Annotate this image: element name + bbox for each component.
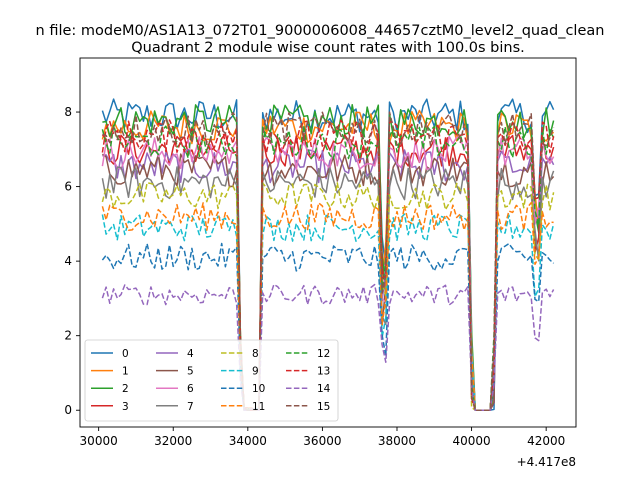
legend-label-0: 0 bbox=[122, 348, 129, 360]
axes-frame bbox=[79, 57, 577, 428]
legend-label-10: 10 bbox=[252, 383, 265, 395]
legend-label-4: 4 bbox=[187, 348, 194, 360]
legend-label-12: 12 bbox=[317, 348, 330, 360]
legend-label-1: 1 bbox=[122, 366, 129, 378]
x-offset-label: +4.417e8 bbox=[517, 455, 576, 469]
x-tick-label: 36000 bbox=[303, 434, 341, 448]
series-line-14 bbox=[101, 283, 555, 411]
y-tick-label: 4 bbox=[64, 254, 72, 268]
legend-label-7: 7 bbox=[187, 401, 194, 413]
legend-label-6: 6 bbox=[187, 383, 194, 395]
y-tick-label: 2 bbox=[64, 329, 72, 343]
y-tick-label: 6 bbox=[64, 180, 72, 194]
x-tick-label: 40000 bbox=[452, 434, 490, 448]
series-line-8 bbox=[101, 182, 555, 411]
legend-label-14: 14 bbox=[317, 383, 331, 395]
legend-label-15: 15 bbox=[317, 401, 330, 413]
legend-label-9: 9 bbox=[252, 366, 259, 378]
x-tick-label: 38000 bbox=[378, 434, 416, 448]
x-tick-label: 32000 bbox=[154, 434, 192, 448]
legend-label-13: 13 bbox=[317, 366, 330, 378]
x-tick-label: 30000 bbox=[80, 434, 118, 448]
chart-title: Quadrant 2 module wise count rates with … bbox=[131, 40, 525, 56]
legend-label-5: 5 bbox=[187, 366, 194, 378]
axes-border bbox=[79, 57, 577, 428]
x-tick-label: 42000 bbox=[527, 434, 565, 448]
y-tick-label: 8 bbox=[64, 105, 72, 119]
y-axis: 0 2 4 6 8 bbox=[64, 105, 80, 417]
legend-label-3: 3 bbox=[122, 401, 129, 413]
x-tick-label: 34000 bbox=[229, 434, 267, 448]
x-axis: 30000 32000 34000 36000 38000 40000 42000 bbox=[80, 427, 565, 448]
legend-label-11: 11 bbox=[252, 401, 265, 413]
figure-suptitle: n file: modeM0/AS1A13_072T01_9000006008_… bbox=[36, 23, 605, 39]
legend-box bbox=[84, 339, 339, 422]
y-tick-label: 0 bbox=[64, 403, 72, 417]
legend-label-8: 8 bbox=[252, 348, 259, 360]
legend-label-2: 2 bbox=[122, 383, 129, 395]
plot-lines bbox=[101, 98, 555, 411]
series-line-15 bbox=[102, 111, 555, 411]
